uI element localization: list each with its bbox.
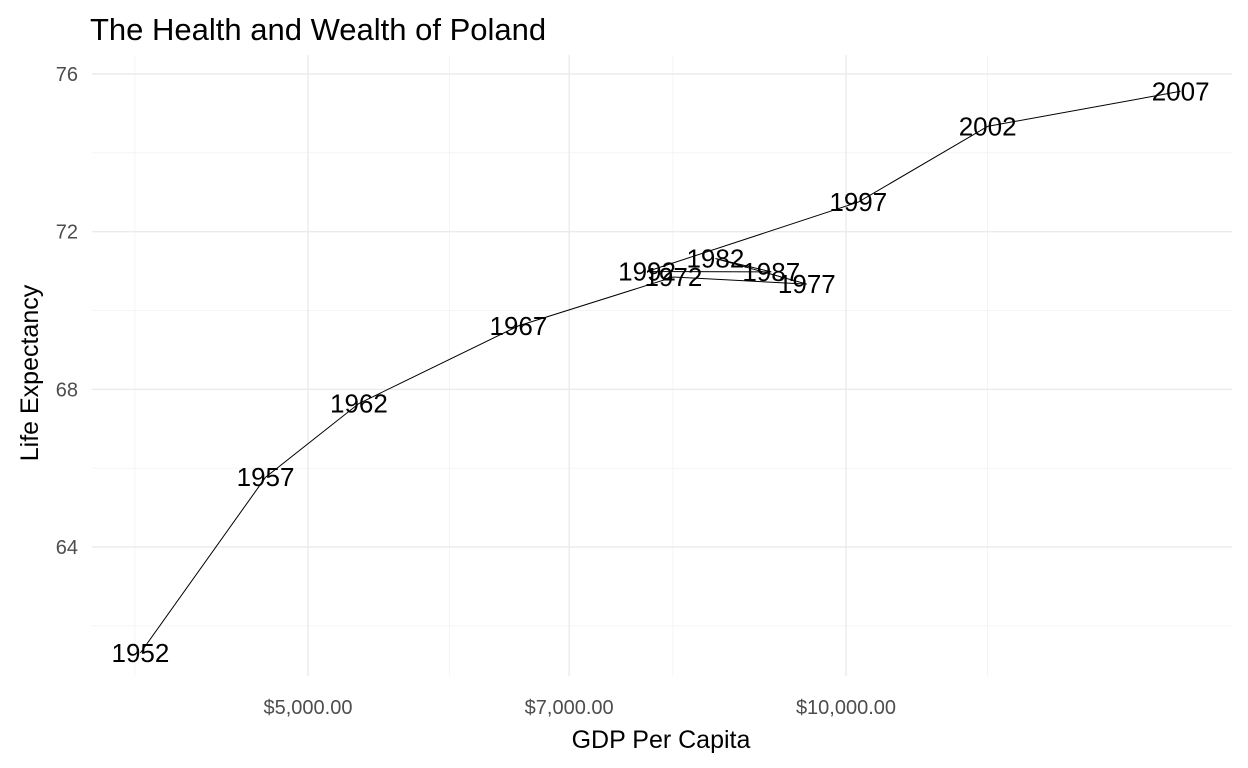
y-axis-title: Life Expectancy [16, 284, 44, 461]
point-label-1952: 1952 [111, 638, 169, 668]
chart-title: The Health and Wealth of Poland [90, 12, 546, 47]
point-label-1982: 1982 [686, 243, 744, 273]
point-label-1962: 1962 [330, 389, 388, 419]
x-tick-label: $7,000.00 [525, 697, 614, 719]
series-path-line [139, 90, 1181, 654]
point-label-1987: 1987 [742, 257, 800, 287]
point-label-1997: 1997 [829, 187, 887, 217]
x-tick-label: $5,000.00 [264, 697, 353, 719]
axis-layer: $5,000.00 $7,000.00 $10,000.00 64 68 72 76 [56, 64, 896, 719]
y-tick-label: 64 [56, 537, 78, 559]
point-label-1992: 1992 [618, 256, 676, 286]
point-label-2007: 2007 [1152, 76, 1210, 106]
line-layer [139, 90, 1181, 654]
grid-layer [92, 55, 1232, 676]
y-tick-label: 68 [56, 379, 78, 401]
point-label-1972: 1972 [644, 262, 702, 292]
y-tick-label: 76 [56, 64, 78, 86]
point-label-2002: 2002 [959, 111, 1017, 141]
point-label-1957: 1957 [237, 462, 295, 492]
x-tick-label: $10,000.00 [796, 697, 896, 719]
point-label-1977: 1977 [778, 269, 836, 299]
y-tick-label: 72 [56, 222, 78, 244]
point-label-1967: 1967 [489, 311, 547, 341]
x-axis-title: GDP Per Capita [572, 726, 751, 754]
